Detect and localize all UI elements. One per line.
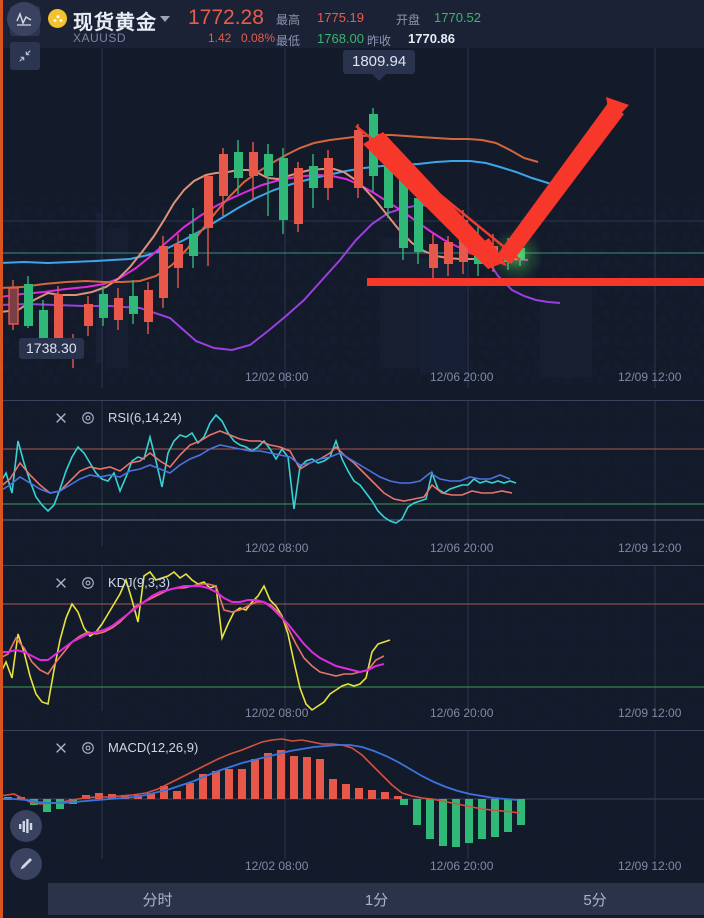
price-chart-svg [0,48,704,396]
rsi-line-cyan [0,413,517,524]
kdj-chart-svg [0,566,704,730]
macd-dea-line [0,744,519,804]
symbol-code: XAUUSD [73,31,127,45]
macd-chart-svg [0,731,704,881]
low-price-tag: 1738.30 [19,338,84,359]
timeframe-tabbar: 分时 1分 5分 [0,880,704,918]
open-label: 开盘 [396,13,421,27]
time-label: 12/09 12:00 [618,541,682,555]
panel-divider [0,400,704,401]
low-value: 1768.00 [317,31,364,46]
time-label: 12/09 12:00 [618,859,682,873]
rsi-line-blue [0,444,511,494]
high-label: 最高 [276,13,301,27]
red-up-arrowhead [606,97,629,124]
macd-panel[interactable]: MACD(12,26,9) 12/02 08:00 12/06 20:00 12… [0,731,704,881]
kdj-header[interactable]: KDJ(9,3,3) [54,575,170,590]
quote-header: 现货黄金 XAUUSD 1772.28 1.42 0.08% 最高 1775.1… [0,0,704,48]
prev-close-value: 1770.86 [408,31,455,46]
annotation-layer [355,97,704,286]
time-label: 12/06 20:00 [430,541,494,555]
gear-icon[interactable] [81,411,95,425]
gear-icon[interactable] [81,741,95,755]
close-icon[interactable] [54,576,68,590]
collapse-button[interactable] [10,42,40,70]
main-price-panel[interactable]: 1809.94 1738.30 12/02 08:00 12/06 20:00 … [0,48,704,396]
time-label: 12/09 12:00 [618,706,682,720]
red-horizontal-support-line [367,278,704,286]
tab-timeshare[interactable]: 分时 [142,891,173,909]
close-icon[interactable] [54,741,68,755]
red-down-arrowhead [466,238,507,266]
macd-dif-line [0,738,521,814]
background-watermark [0,198,704,388]
change-absolute: 1.42 [208,31,232,45]
tab-1min[interactable]: 1分 [364,891,389,909]
time-label: 12/02 08:00 [245,370,309,384]
time-label: 12/06 20:00 [430,706,494,720]
kdj-line-yellow [0,570,391,712]
red-down-arrow [363,132,505,269]
draw-button[interactable] [10,848,42,880]
time-label: 12/02 08:00 [245,706,309,720]
red-up-arrow [497,103,624,264]
rsi-line-salmon [0,430,513,502]
left-edge-strip [0,0,3,918]
open-value: 1770.52 [434,10,481,25]
indicator-button[interactable] [7,2,41,36]
high-price-tag: 1809.94 [343,50,416,81]
kdj-line-magenta [0,585,385,674]
last-price: 1772.28 [188,6,264,29]
ma-line-orange [0,134,539,289]
rsi-panel[interactable]: RSI(6,14,24) 12/02 08:00 12/06 20:00 12/… [0,401,704,565]
change-percent: 0.08% [241,31,276,45]
time-label: 12/02 08:00 [245,541,309,555]
rsi-header[interactable]: RSI(6,14,24) [54,410,182,425]
main-time-axis: 12/02 08:00 12/06 20:00 12/09 12:00 [0,370,704,390]
pencil-icon [20,858,32,870]
macd-time-axis: 12/02 08:00 12/06 20:00 12/09 12:00 [0,859,704,879]
symbol-badge [48,9,67,28]
chevron-down-icon[interactable] [160,16,170,22]
timeframe-tabs: 分时 1分 5分 [48,883,704,915]
candlestick-icon [19,819,33,833]
tab-5min[interactable]: 5分 [583,891,607,909]
panel-divider [0,730,704,731]
time-label: 12/06 20:00 [430,370,494,384]
indicator-line-icon [16,11,32,26]
panel-divider [0,565,704,566]
symbol-name[interactable]: 现货黄金 [73,12,157,34]
macd-title: MACD(12,26,9) [108,740,199,755]
kdj-title: KDJ(9,3,3) [108,575,171,590]
rsi-chart-svg [0,401,704,565]
gear-icon[interactable] [81,576,95,590]
collapse-arrows-icon [19,50,31,62]
time-label: 12/06 20:00 [430,859,494,873]
high-value: 1775.19 [317,10,364,25]
close-icon[interactable] [54,411,68,425]
kdj-time-axis: 12/02 08:00 12/06 20:00 12/09 12:00 [0,706,704,726]
chart-type-button[interactable] [10,810,42,842]
gold-coin-icon [53,14,62,22]
rsi-time-axis: 12/02 08:00 12/06 20:00 12/09 12:00 [0,541,704,561]
time-label: 12/02 08:00 [245,859,309,873]
rsi-title: RSI(6,14,24) [108,410,182,425]
time-label: 12/09 12:00 [618,370,682,384]
low-label: 最低 [276,34,301,48]
kdj-panel[interactable]: KDJ(9,3,3) 12/02 08:00 12/06 20:00 12/09… [0,566,704,730]
prev-close-label: 昨收 [367,34,392,48]
macd-header[interactable]: MACD(12,26,9) [54,740,198,755]
